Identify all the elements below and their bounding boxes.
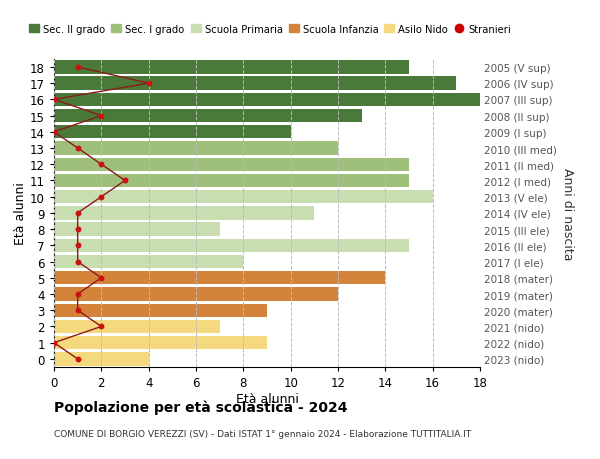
Bar — [54, 158, 409, 172]
Point — [120, 177, 130, 185]
Bar — [54, 142, 338, 155]
Bar — [54, 255, 244, 269]
Text: Popolazione per età scolastica - 2024: Popolazione per età scolastica - 2024 — [54, 399, 347, 414]
Bar — [54, 126, 290, 139]
Text: COMUNE DI BORGIO VEREZZI (SV) - Dati ISTAT 1° gennaio 2024 - Elaborazione TUTTIT: COMUNE DI BORGIO VEREZZI (SV) - Dati IST… — [54, 429, 471, 438]
Point — [73, 64, 82, 72]
Point — [49, 339, 59, 347]
Bar — [54, 223, 220, 236]
Point — [73, 258, 82, 266]
Bar — [54, 288, 338, 301]
Bar — [54, 61, 409, 74]
Bar — [54, 77, 457, 90]
Point — [73, 291, 82, 298]
Bar — [54, 207, 314, 220]
Point — [49, 96, 59, 104]
Point — [73, 307, 82, 314]
Point — [73, 145, 82, 152]
Y-axis label: Età alunni: Età alunni — [14, 182, 27, 245]
X-axis label: Età alunni: Età alunni — [236, 392, 298, 405]
Bar — [54, 272, 385, 285]
Point — [73, 226, 82, 233]
Point — [97, 194, 106, 201]
Legend: Sec. II grado, Sec. I grado, Scuola Primaria, Scuola Infanzia, Asilo Nido, Stran: Sec. II grado, Sec. I grado, Scuola Prim… — [29, 25, 511, 35]
Bar — [54, 94, 480, 107]
Point — [73, 242, 82, 250]
Bar — [54, 353, 149, 366]
Bar — [54, 174, 409, 188]
Point — [73, 355, 82, 363]
Y-axis label: Anni di nascita: Anni di nascita — [561, 167, 574, 260]
Bar — [54, 190, 433, 204]
Bar — [54, 336, 267, 350]
Point — [97, 161, 106, 168]
Bar — [54, 320, 220, 333]
Point — [73, 210, 82, 217]
Bar — [54, 239, 409, 252]
Point — [97, 274, 106, 282]
Point — [97, 112, 106, 120]
Point — [49, 129, 59, 136]
Bar — [54, 110, 362, 123]
Point — [97, 323, 106, 330]
Point — [144, 80, 154, 88]
Bar — [54, 304, 267, 317]
